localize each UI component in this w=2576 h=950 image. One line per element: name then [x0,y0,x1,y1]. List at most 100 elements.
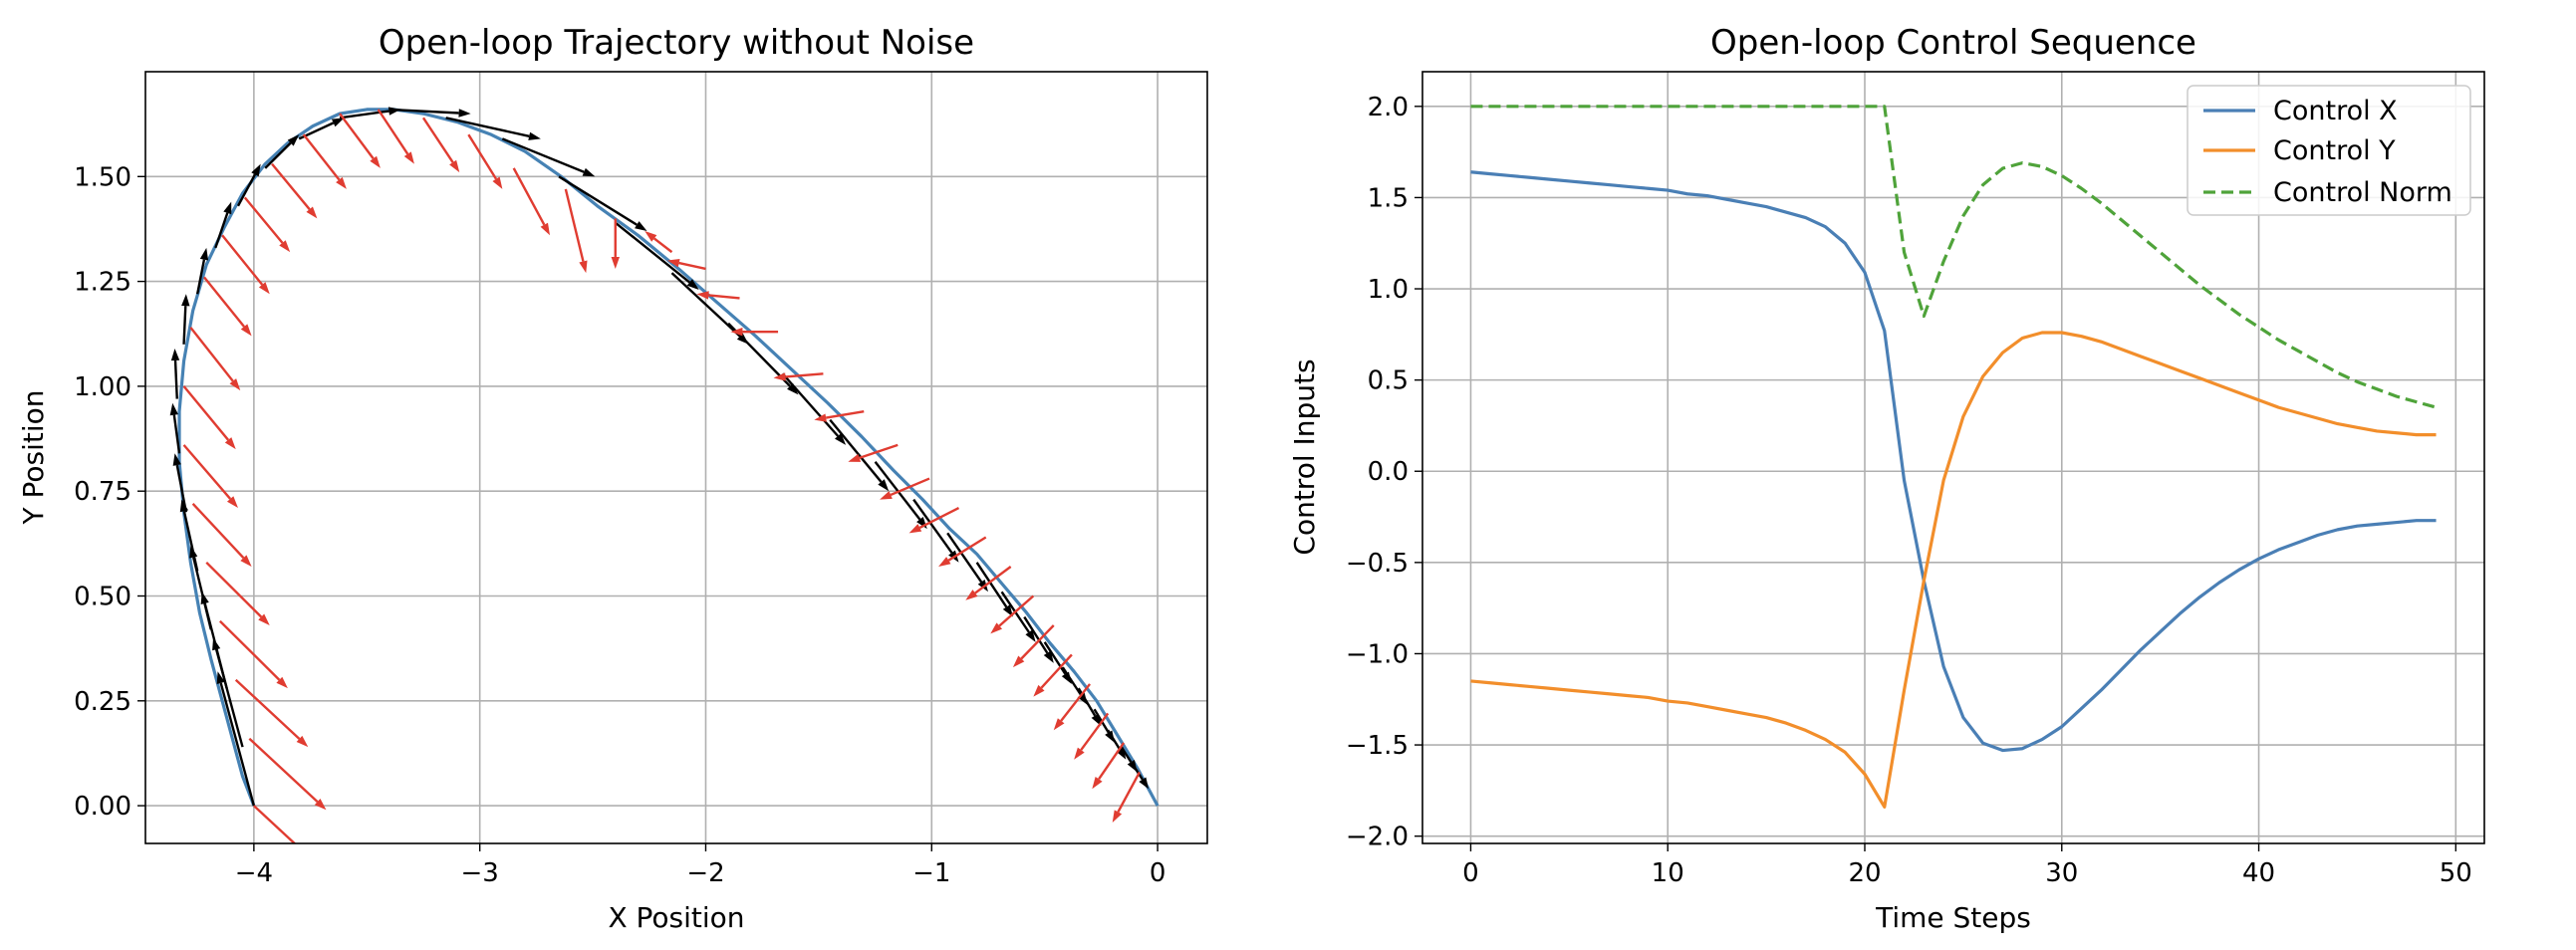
control-arrow [644,231,673,254]
velocity-arrow [946,532,988,593]
velocity-arrow [264,134,300,169]
arrow-shaft [998,594,1035,627]
arrow-shaft [221,234,264,286]
arrow-head [582,167,596,177]
arrow-head [730,327,743,337]
axes-frame [1421,71,2485,844]
arrow-head [212,637,221,651]
arrow-head [1105,730,1116,743]
control-arrow [848,443,899,462]
arrow-shaft [1023,615,1049,654]
velocity-arrow [236,163,261,207]
control-arrow [611,218,620,269]
x-tick-label: −4 [235,858,273,888]
x-tick-label: 20 [1848,858,1881,888]
control-arrow [191,503,252,568]
control-arrow [377,109,414,164]
arrow-head [229,378,241,391]
arrow-shaft [234,678,301,740]
arrow-head [189,545,198,559]
arrow-shaft [339,113,375,159]
x-tick-label: 50 [2440,858,2472,888]
control-arrow [182,385,236,450]
arrow-shaft [1117,771,1142,813]
arrow-head [449,159,460,173]
trajectory-chart: Open-loop Trajectory without Noise −4 −3−… [17,23,1208,934]
velocity-arrow [1043,641,1072,684]
arrow-shaft [1061,666,1083,696]
arrow-shaft [947,536,987,562]
arrow-head [169,402,178,416]
arrow-shaft [874,460,921,521]
control-arrow [221,234,270,295]
arrow-head [579,260,588,274]
arrow-shaft [1040,653,1073,689]
control-arrow [203,276,252,337]
arrow-shaft [564,188,585,262]
series-line-control-norm [1470,105,2437,409]
arrow-head [279,240,291,253]
y-axis-label: Y Position [17,389,50,525]
arrow-head [296,735,309,748]
x-axis-label: X Position [608,901,744,934]
x-tick-label: 10 [1652,858,1684,888]
velocity-arrow [170,348,180,399]
arrow-shaft [182,385,230,441]
y-tick-label: 0.5 [1368,366,1409,396]
arrow-head [276,676,288,689]
arrow-head [387,107,401,116]
control-arrow [1112,771,1142,823]
velocity-arrow [829,418,890,492]
axis-ticks: 0 10 20 30 40 50 −2.0 −1.5 −1.0 −0.5 0.0 0.5 1.0 1.5 2… [1346,93,2472,888]
arrow-shaft [205,561,263,618]
arrow-head [528,131,541,140]
arrow-head [938,557,951,568]
control-arrow [564,188,588,274]
chart-title: Open-loop Trajectory without Noise [379,23,974,63]
arrow-head [611,256,620,269]
arrow-head [1092,776,1103,790]
arrow-head [1043,650,1054,663]
arrow-shaft [1060,683,1092,722]
arrow-shaft [236,173,257,207]
x-tick-label: −3 [461,858,499,888]
control-arrow [880,477,930,500]
control-arrow [1033,653,1073,697]
arrow-head [696,291,709,300]
arrow-head [199,247,209,261]
arrow-shaft [781,372,840,437]
arrow-head [686,279,699,291]
arrow-shaft [388,108,459,115]
control-arrow [467,133,503,189]
arrow-head [458,109,471,118]
arrow-shaft [253,805,297,843]
arrow-shaft [670,272,741,338]
control-arrow [730,327,779,337]
arrow-head [1112,810,1123,823]
arrow-shaft [467,133,498,180]
velocity-arrow [670,272,749,345]
arrow-shaft [302,133,341,181]
chart-title: Open-loop Control Sequence [1710,23,2196,63]
arrow-head [1033,684,1045,697]
arrow-head [251,163,261,177]
arrow-head [200,592,209,604]
arrow-shaft [173,359,178,399]
y-tick-label: 1.5 [1368,183,1409,213]
y-tick-label: 0.25 [74,687,131,717]
arrow-head [736,333,749,345]
velocity-arrow [212,637,244,748]
y-tick-label: −2.0 [1346,823,1409,852]
arrow-head [666,258,680,268]
control-arrow [696,291,740,300]
arrow-shaft [975,562,1008,608]
arrow-head [240,555,252,568]
control-arrow [182,444,238,509]
arrow-shaft [1043,641,1067,675]
arrow-head [965,590,978,600]
control-arrow [814,409,865,422]
arrow-shaft [678,261,706,271]
arrow-shaft [219,682,256,807]
arrow-shaft [195,259,206,295]
